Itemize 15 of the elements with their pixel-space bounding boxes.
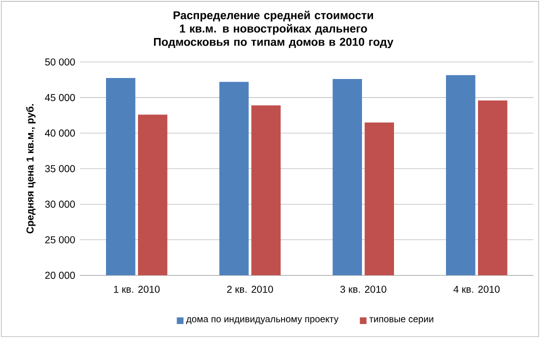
y-tick-label: 20 000: [45, 272, 75, 279]
x-tick-label: 2 кв. 2010: [227, 286, 273, 293]
y-tick-label: 30 000: [45, 200, 75, 208]
x-tick-label: 1 кв. 2010: [114, 286, 160, 293]
chart-title: Распределение средней стоимости 1 кв.м. в новостройках дальнего Подмосковья по типам домов в 2010 году: [154, 10, 394, 48]
y-tick-label: 45 000: [44, 94, 75, 102]
x-tick-label: 3 кв. 2010: [340, 286, 386, 293]
y-tick-label: 50 000: [45, 58, 75, 66]
legend-label: дома по индивидуальному проекту: [186, 317, 338, 324]
y-axis-title: Средняя цена 1 кв.м., руб.: [26, 104, 36, 234]
legend-label: типовые серии: [369, 317, 434, 324]
y-tick-label: 25 000: [45, 236, 75, 244]
y-tick-label: 40 000: [44, 130, 75, 137]
y-tick-label: 35 000: [45, 165, 75, 172]
x-tick-label: 4 кв. 2010: [454, 286, 500, 293]
